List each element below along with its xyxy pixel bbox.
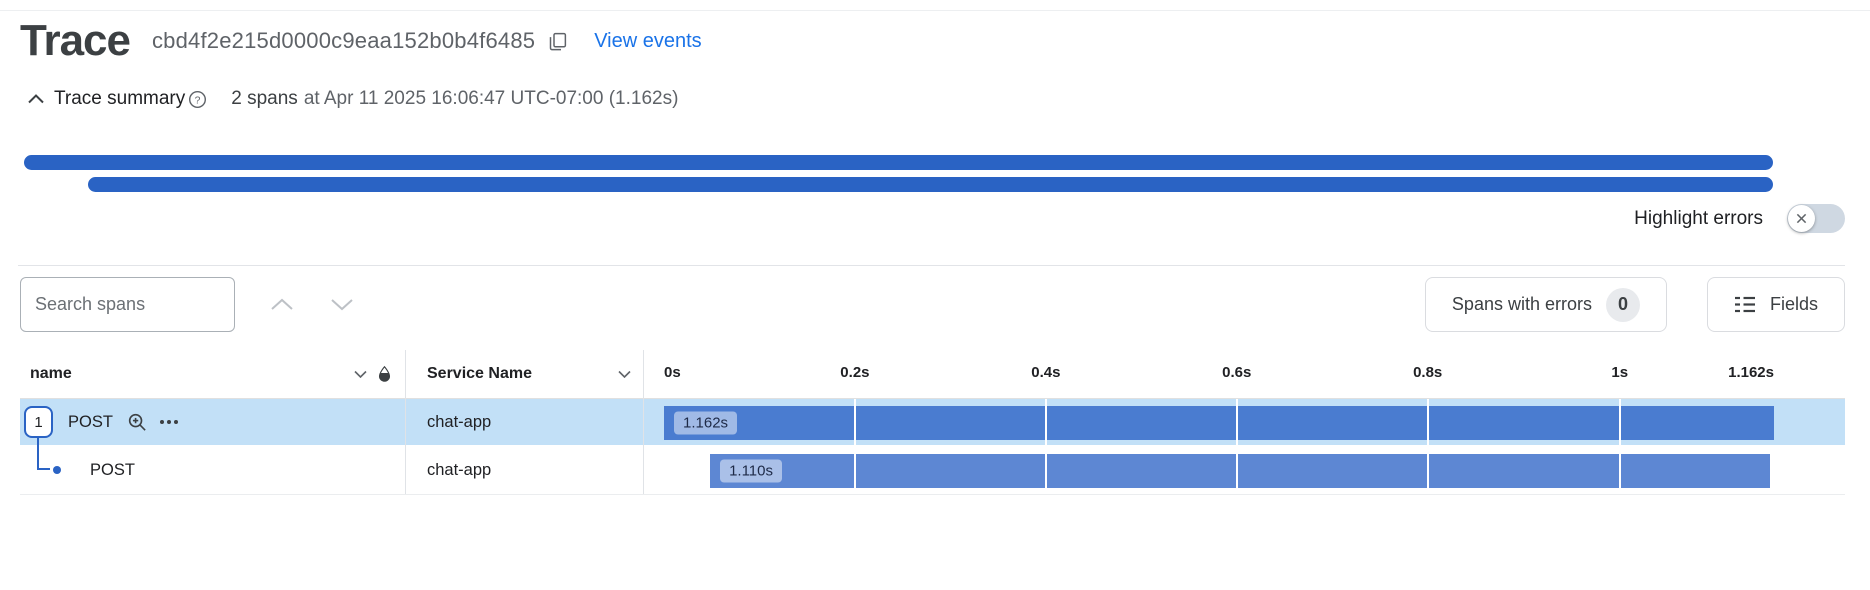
search-prev-button[interactable] xyxy=(260,277,304,332)
span-service-cell: chat-app xyxy=(405,399,643,445)
zoom-in-icon xyxy=(127,412,148,433)
table-body: 1 POST chat-app xyxy=(20,399,1845,495)
copy-trace-id-button[interactable] xyxy=(547,31,568,52)
span-table: name xyxy=(20,350,1845,495)
section-divider xyxy=(18,265,1845,266)
name-header-label: name xyxy=(30,365,72,382)
tree-connector-line xyxy=(37,437,50,470)
more-actions-button[interactable] xyxy=(159,420,178,424)
span-bar[interactable]: 1.162s xyxy=(664,406,1774,440)
copy-icon xyxy=(547,31,568,52)
fields-label: Fields xyxy=(1769,294,1818,314)
fields-button[interactable]: Fields xyxy=(1706,277,1845,332)
timeline-ticks-track: 0s 0.2s 0.4s 0.6s 0.8s 1s 1.162s xyxy=(664,350,1774,398)
trace-id: cbd4f2e215d0000c9eaa152b0b4f6485 xyxy=(151,28,536,53)
span-name-cell: 1 POST xyxy=(20,399,405,445)
span-name: POST xyxy=(68,412,113,431)
span-row[interactable]: 1 POST chat-app xyxy=(20,399,1845,447)
toolbar: Spans with errors 0 Fields xyxy=(20,277,1845,333)
highlight-errors-row: Highlight errors xyxy=(1634,204,1845,233)
trace-minimap[interactable] xyxy=(24,155,1773,193)
trace-summary-label: Trace summary xyxy=(54,88,186,109)
timeline-tick-label: 1.162s xyxy=(1728,364,1774,381)
span-service-cell: chat-app xyxy=(405,447,643,494)
toolbar-right: Spans with errors 0 Fields xyxy=(1424,277,1845,332)
minimap-bar[interactable] xyxy=(24,155,1773,170)
fields-list-icon xyxy=(1734,296,1756,313)
service-column-header[interactable]: Service Name xyxy=(405,350,643,398)
highlight-errors-label: Highlight errors xyxy=(1634,207,1763,229)
search-next-button[interactable] xyxy=(320,277,364,332)
zoom-in-button[interactable] xyxy=(127,412,148,433)
tree-connector-dot xyxy=(53,466,61,474)
span-name-cell: POST xyxy=(20,447,405,494)
spans-count: 2 spans xyxy=(231,88,298,109)
summary-timestamp: at Apr 11 2025 16:06:47 UTC-07:00 (1.162… xyxy=(303,88,679,109)
duration-chip: 1.162s xyxy=(674,411,738,435)
chevron-up-icon xyxy=(28,94,44,104)
sort-chevron-icon[interactable] xyxy=(354,370,367,378)
x-icon xyxy=(1796,213,1807,224)
service-name: chat-app xyxy=(427,461,492,479)
top-divider xyxy=(0,10,1870,11)
column-divider xyxy=(405,350,406,494)
service-name: chat-app xyxy=(427,412,492,431)
chevron-down-icon xyxy=(330,298,354,311)
timeline-tick-label: 1s xyxy=(1611,364,1629,381)
toggle-thumb xyxy=(1788,205,1815,232)
timeline-tick-label: 0.8s xyxy=(1413,364,1443,381)
error-count-badge: 0 xyxy=(1605,287,1640,322)
help-icon: ? xyxy=(188,90,207,109)
span-timeline-cell: 1.110s xyxy=(643,447,1845,494)
name-column-header[interactable]: name xyxy=(20,350,405,398)
timeline-tick-label: 0.6s xyxy=(1222,364,1252,381)
search-spans-input[interactable] xyxy=(20,277,235,332)
spans-with-errors-button[interactable]: Spans with errors 0 xyxy=(1424,277,1667,332)
timeline-tick-label: 0s xyxy=(664,364,681,381)
minimap-bar[interactable] xyxy=(88,177,1773,192)
page-title: Trace xyxy=(20,16,131,65)
ink-drop-icon[interactable] xyxy=(376,365,393,384)
column-divider xyxy=(643,350,644,494)
duration-chip: 1.110s xyxy=(720,459,782,483)
span-bar[interactable]: 1.110s xyxy=(710,454,1771,488)
table-header-row: name xyxy=(20,350,1845,399)
sort-chevron-icon[interactable] xyxy=(618,370,631,378)
view-events-link[interactable]: View events xyxy=(594,29,702,52)
span-row[interactable]: POST chat-app 1.110s xyxy=(20,447,1845,495)
spans-with-errors-label: Spans with errors xyxy=(1451,294,1592,314)
collapse-summary-button[interactable] xyxy=(28,94,44,104)
trace-summary-row: Trace summary ? 2 spans at Apr 11 2025 1… xyxy=(28,88,678,110)
page-header: Trace cbd4f2e215d0000c9eaa152b0b4f6485 V… xyxy=(20,16,702,66)
span-index-badge[interactable]: 1 xyxy=(24,406,53,438)
timeline-tick-label: 0.2s xyxy=(840,364,870,381)
service-header-label: Service Name xyxy=(427,365,532,382)
timeline-tick-label: 0.4s xyxy=(1031,364,1061,381)
span-timeline-cell: 1.162s xyxy=(643,399,1845,445)
highlight-errors-toggle[interactable] xyxy=(1787,204,1845,233)
svg-text:?: ? xyxy=(195,95,201,106)
timeline-header: 0s 0.2s 0.4s 0.6s 0.8s 1s 1.162s xyxy=(643,350,1845,398)
span-name: POST xyxy=(90,461,135,479)
chevron-up-icon xyxy=(270,298,294,311)
help-button[interactable]: ? xyxy=(188,90,207,109)
